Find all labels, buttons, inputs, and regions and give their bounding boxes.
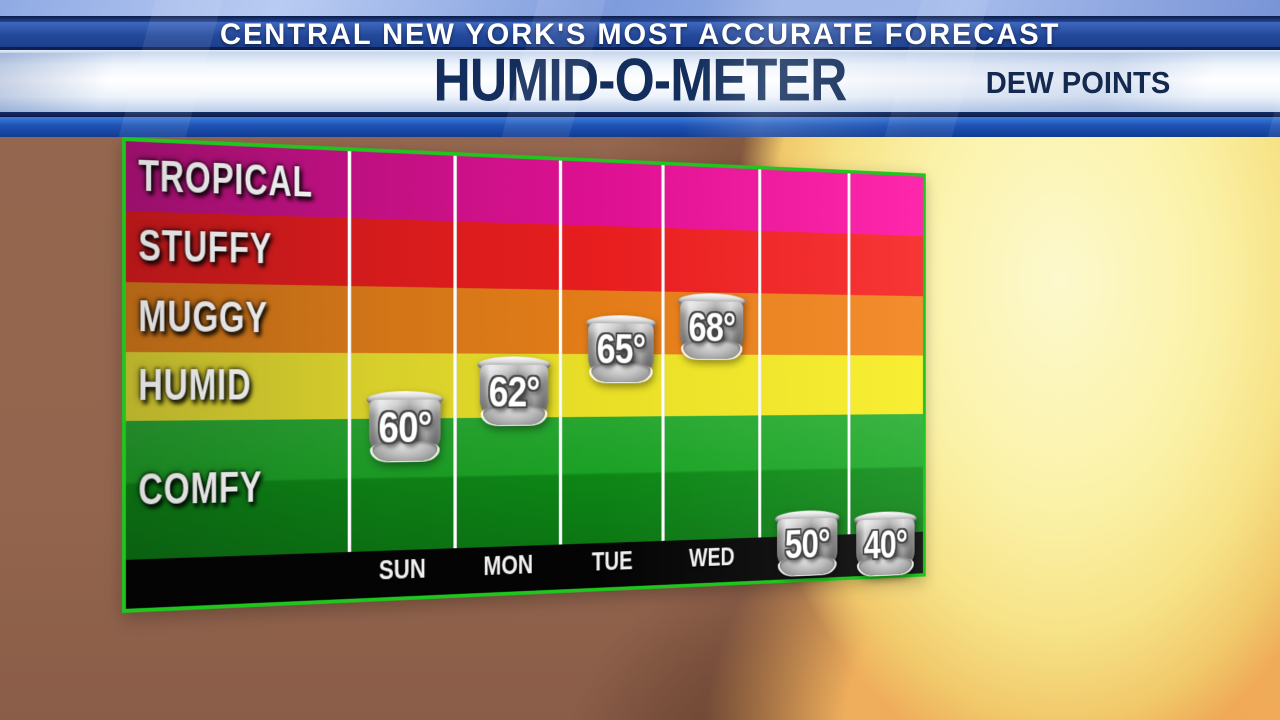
band-label-comfy: COMFY [138,463,263,515]
day-separator-line [453,155,457,549]
band-label-humid: HUMID [138,361,252,411]
header-divider [0,16,1280,22]
humid-o-meter-chart: TROPICAL STUFFY MUGGY HUMID COMFY SUN MO… [122,137,926,613]
band-label-stuffy: STUFFY [138,221,273,274]
dewpoint-badge-thu: 50° [774,509,840,577]
day-separator-line [661,165,665,542]
title-band: HUMID-O-METER DEW POINTS [0,46,1280,113]
dewpoint-badge-mon: 62° [477,356,551,426]
header-divider [0,47,1280,50]
dewpoint-value: 50° [784,520,830,568]
dewpoint-value: 65° [596,325,646,373]
band-label-tropical: TROPICAL [138,151,313,207]
dewpoint-badge-wed: 68° [678,292,746,360]
day-label-wed: WED [689,541,735,574]
header-top-strip [0,0,1280,16]
day-label-mon: MON [483,549,534,582]
day-label-tue: TUE [591,545,633,578]
day-separator-line [758,169,762,538]
day-separator-line [558,160,563,545]
dewpoint-badge-sun: 60° [366,390,444,462]
subtitle-dew-points: DEW POINTS [985,64,1171,100]
dewpoint-value: 40° [863,521,908,568]
day-separator-line [847,173,851,535]
dewpoint-value: 60° [378,401,432,452]
dewpoint-value: 68° [688,303,736,351]
dewpoint-badge-fri: 40° [853,511,917,577]
day-separator-line [347,151,352,553]
page-title: HUMID-O-METER [433,46,847,114]
header-divider [0,50,1280,53]
day-label-sun: SUN [379,553,427,587]
dewpoint-value: 62° [488,367,540,416]
tagline-band: CENTRAL NEW YORK'S MOST ACCURATE FORECAS… [0,18,1280,51]
header-banner: CENTRAL NEW YORK'S MOST ACCURATE FORECAS… [0,0,1280,137]
station-tagline: CENTRAL NEW YORK'S MOST ACCURATE FORECAS… [219,18,1061,51]
header-divider [0,112,1280,117]
dewpoint-badge-tue: 65° [585,314,657,382]
header-bottom-strip [0,117,1280,137]
band-label-muggy: MUGGY [138,291,268,342]
